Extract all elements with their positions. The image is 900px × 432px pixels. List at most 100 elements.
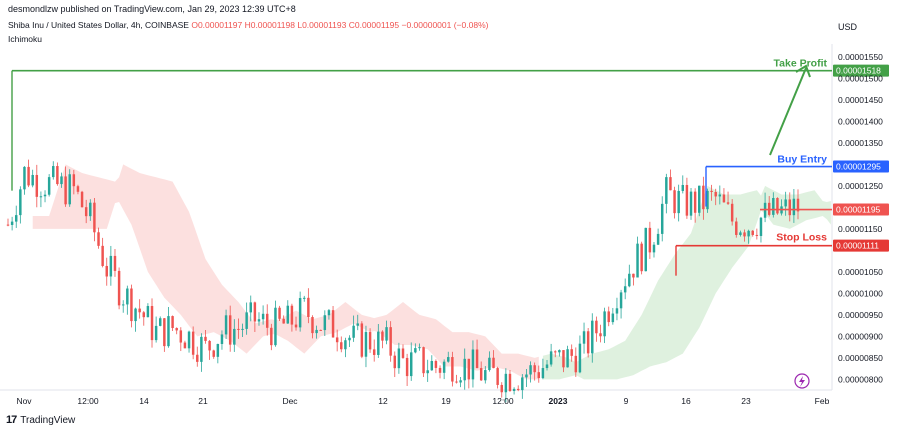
time-tick-label: 14 (139, 396, 149, 406)
candle-body (101, 245, 104, 266)
candle-body (216, 343, 220, 357)
arrow-shaft (769, 67, 807, 156)
candle-body (578, 343, 582, 373)
candle-body (463, 358, 466, 381)
candle-body (726, 202, 730, 204)
candle-body (84, 207, 88, 217)
time-axis: Nov 12:00 14 21 Dec 12 19 12:00 2023 9 16 23 Feb (16, 396, 829, 406)
price-tick-label: 0.00001400 (838, 116, 883, 126)
price-tick-label: 0.00001450 (838, 95, 883, 105)
candle-body (274, 307, 277, 346)
candle-body (43, 194, 47, 197)
candle-body (554, 351, 557, 353)
candle-body (722, 194, 726, 203)
time-tick-label: 9 (624, 396, 629, 406)
candle-body (656, 233, 660, 245)
candle-body (364, 332, 368, 357)
candle-body (475, 349, 479, 369)
symbol-line: Shiba Inu / United States Dollar, 4h, CO… (8, 20, 488, 30)
candle-body (298, 298, 302, 328)
candle-body (751, 230, 754, 235)
candle-body (665, 177, 668, 204)
candle-body (381, 331, 384, 341)
candle-body (570, 349, 573, 356)
level-label: Buy Entry (777, 154, 827, 166)
candle-body (23, 166, 26, 190)
candle-body (422, 347, 425, 374)
candle-body (689, 191, 693, 216)
candle-body (525, 374, 528, 378)
candle-body (224, 315, 228, 335)
candle-body (611, 313, 615, 323)
candle-body (730, 203, 734, 222)
candle-body (39, 196, 43, 198)
candle-body (191, 331, 195, 355)
candle-body (340, 342, 343, 350)
candle-body (89, 202, 92, 217)
candle-body (792, 198, 796, 216)
candle-body (237, 328, 240, 330)
time-tick-label: 16 (681, 396, 691, 406)
candle-body (669, 177, 672, 191)
candle-body (286, 305, 290, 324)
candle-body (105, 265, 108, 277)
candle-body (257, 319, 261, 322)
brand-footer: 17 TradingView (6, 414, 75, 426)
candle-body (10, 221, 14, 225)
candle-body (241, 328, 244, 330)
candle-body (455, 381, 458, 383)
candle-body (31, 174, 34, 186)
candle-body (521, 377, 524, 391)
time-tick-label: 12 (378, 396, 388, 406)
level-label: Take Profit (774, 58, 828, 70)
price-badge-label: 0.00001295 (836, 162, 881, 172)
candle-body (385, 327, 388, 341)
price-tick-label: 0.00000850 (838, 353, 883, 363)
candle-body (759, 217, 763, 236)
candle-body (459, 380, 462, 383)
candle-body (142, 312, 146, 318)
candle-body (117, 270, 121, 306)
candle-body (788, 199, 792, 216)
candle-body (163, 318, 166, 347)
price-tick-label: 0.00001500 (838, 73, 883, 83)
lightning-icon[interactable] (794, 373, 810, 389)
candle-body (595, 320, 598, 334)
candle-body (356, 323, 359, 326)
candle-body (558, 350, 561, 353)
candle-body (644, 227, 647, 272)
candle-body (220, 334, 224, 344)
candle-body (574, 355, 578, 373)
candle-body (76, 186, 80, 192)
candle-body (80, 191, 84, 208)
candle-body (47, 177, 51, 195)
candle-body (175, 328, 178, 331)
candle-body (615, 308, 619, 314)
candle-body (19, 189, 22, 216)
candle-body (307, 297, 310, 318)
price-badge (833, 239, 889, 252)
candle-body (265, 313, 269, 328)
ichimoku-cloud (32, 164, 831, 380)
candle-body (434, 361, 438, 368)
candle-body (401, 348, 405, 358)
candle-body (323, 315, 327, 331)
price-tick-label: 0.00001000 (838, 288, 883, 298)
candle-body (179, 330, 183, 343)
candle-body (743, 232, 746, 237)
price-tick-label: 0.00001350 (838, 138, 883, 148)
candle-body (438, 367, 442, 373)
price-tick-label: 0.00001550 (838, 52, 883, 62)
time-tick-label: 12:00 (77, 396, 99, 406)
candle-body (451, 357, 454, 382)
candle-body (233, 328, 236, 345)
candle-body (479, 368, 483, 381)
candle-body (249, 302, 252, 313)
candle-body (500, 384, 503, 393)
price-badge-label: 0.00001111 (836, 241, 879, 251)
candle-body (467, 358, 471, 380)
candle-body (154, 325, 158, 341)
candle-body (126, 288, 129, 305)
candle-body (599, 333, 602, 337)
